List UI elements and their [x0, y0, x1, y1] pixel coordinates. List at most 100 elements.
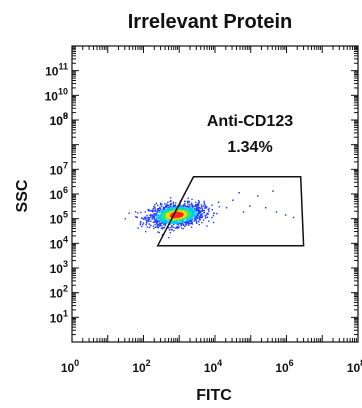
event-dot — [169, 215, 172, 218]
event-dot — [147, 208, 149, 211]
event-dot — [188, 214, 190, 216]
event-dot — [172, 212, 175, 214]
event-dot — [171, 226, 173, 228]
event-dot — [203, 200, 205, 203]
event-dot — [169, 231, 171, 234]
event-dot — [142, 217, 144, 220]
y-tick-label: 103 — [50, 259, 68, 276]
x-tick-label: 100 — [61, 358, 79, 375]
event-dot — [201, 208, 203, 211]
gate-label: Anti-CD123 — [207, 113, 293, 130]
event-dot — [187, 219, 189, 222]
event-dot — [190, 226, 193, 228]
event-dot — [139, 222, 142, 224]
event-dot — [148, 218, 151, 221]
event-dot — [174, 215, 177, 218]
event-dot — [175, 206, 177, 209]
event-dot — [171, 207, 174, 209]
y-tick-label: 101 — [50, 308, 68, 325]
event-dot — [142, 223, 144, 226]
event-dot — [164, 215, 167, 218]
event-dot — [161, 234, 164, 236]
event-dot — [172, 207, 174, 209]
event-dot — [165, 212, 167, 215]
event-dot — [180, 224, 183, 226]
event-dot — [153, 227, 155, 229]
x-tick-label: 104 — [204, 358, 222, 375]
event-dot — [159, 208, 162, 211]
event-dot — [170, 200, 172, 202]
event-dot — [156, 226, 158, 228]
event-dot — [137, 227, 139, 229]
event-dot — [160, 218, 163, 220]
event-dots — [124, 190, 295, 239]
event-dot — [151, 211, 154, 213]
event-dot — [165, 204, 167, 207]
event-dot — [178, 226, 180, 228]
event-dot — [153, 216, 155, 218]
event-dot — [146, 221, 148, 223]
event-dot — [180, 213, 182, 215]
event-dot — [182, 221, 184, 223]
event-dot — [171, 211, 173, 213]
event-dot — [152, 210, 155, 212]
event-dot — [169, 197, 172, 199]
event-dot — [145, 219, 147, 222]
event-dot — [154, 213, 156, 215]
event-dot — [180, 210, 182, 212]
gated-event-dot — [292, 216, 295, 219]
event-dot — [194, 217, 196, 219]
event-dot — [162, 207, 165, 209]
event-dot — [144, 211, 146, 213]
event-dot — [202, 219, 205, 221]
event-dot — [216, 212, 218, 215]
event-dot — [207, 213, 209, 215]
event-dot — [182, 224, 185, 227]
event-dot — [194, 219, 196, 221]
event-dot — [167, 204, 169, 207]
event-dot — [156, 220, 158, 222]
event-dot — [175, 220, 177, 222]
event-dot — [157, 204, 159, 207]
event-dot — [202, 205, 204, 207]
event-dot — [154, 219, 156, 221]
event-dot — [185, 223, 187, 225]
event-dot — [188, 219, 190, 221]
event-dot — [154, 226, 157, 228]
event-dot — [145, 224, 147, 226]
event-dot — [187, 203, 189, 205]
event-dot — [150, 216, 152, 218]
event-dot — [178, 222, 180, 224]
event-dot — [196, 214, 199, 216]
event-dot — [147, 219, 150, 222]
event-dot — [201, 210, 203, 212]
y-tick-label: 1010 — [45, 86, 68, 103]
event-dot — [156, 210, 159, 212]
event-dot — [199, 214, 201, 216]
event-dot — [198, 217, 200, 220]
event-dot — [162, 213, 164, 215]
event-dot — [160, 216, 162, 218]
event-dot — [193, 205, 196, 207]
event-dot — [194, 201, 197, 203]
event-dot — [168, 214, 171, 217]
event-dot — [186, 213, 189, 215]
event-dot — [128, 212, 130, 214]
event-dot — [199, 218, 201, 220]
event-dot — [202, 209, 205, 212]
event-dot — [180, 207, 182, 210]
event-dot — [154, 204, 156, 206]
event-dot — [166, 210, 168, 212]
event-dot — [181, 208, 184, 210]
event-dot — [151, 218, 153, 220]
event-dot — [180, 206, 182, 208]
event-dot — [196, 204, 198, 207]
event-dot — [154, 213, 156, 216]
event-dot — [142, 222, 145, 224]
gated-event-dot — [257, 195, 259, 197]
event-dot — [150, 213, 152, 216]
event-dot — [155, 222, 158, 224]
event-dot — [157, 223, 160, 226]
event-dot — [146, 226, 149, 228]
